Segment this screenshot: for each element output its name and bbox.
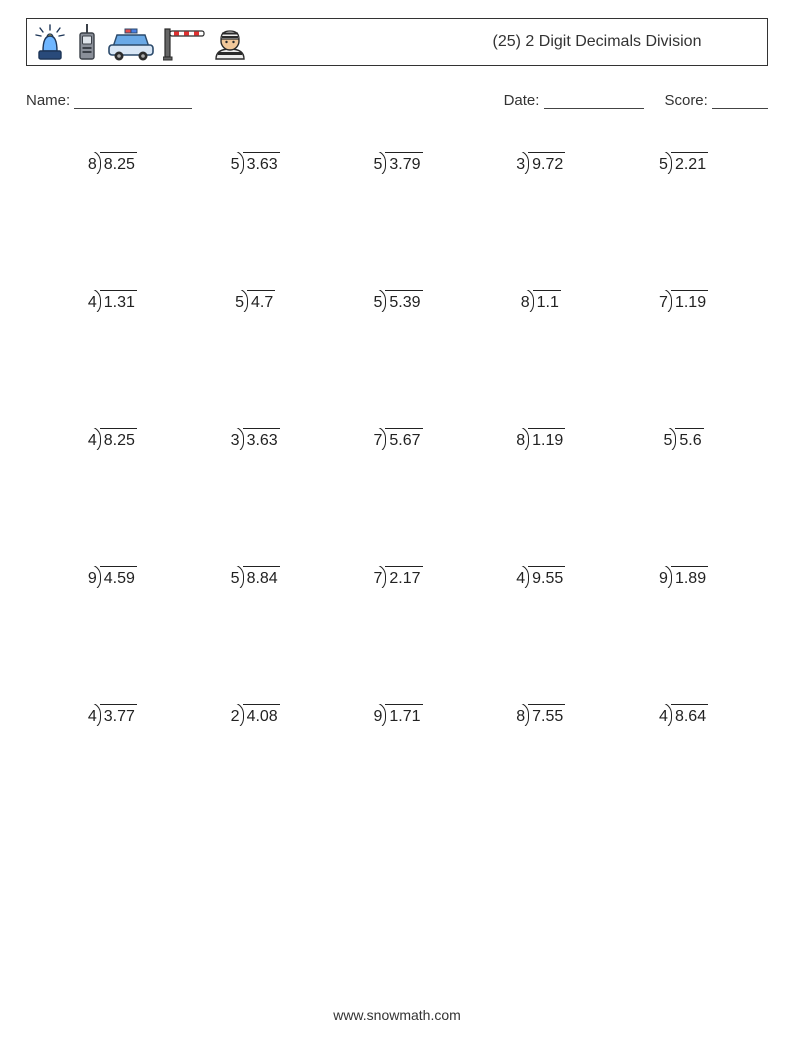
- division-problem: 87.55: [480, 704, 600, 734]
- long-division-bracket: 4.08: [240, 704, 278, 726]
- long-division-bracket: 3.63: [240, 428, 278, 450]
- header-icons: [33, 23, 247, 61]
- division-problem: 91.89: [623, 566, 743, 596]
- dividend: 5.39: [389, 294, 420, 311]
- walkie-talkie-icon: [75, 23, 99, 61]
- division-problem: 55.39: [337, 290, 457, 320]
- division-problem: 39.72: [480, 152, 600, 182]
- siren-icon: [33, 23, 67, 61]
- division-problem: 91.71: [337, 704, 457, 734]
- dividend: 8.84: [247, 570, 278, 587]
- long-division-bracket: 3.63: [240, 152, 278, 174]
- problems-row: 41.31 54.7 55.39 81.1 71.19: [40, 290, 754, 320]
- long-division-bracket: 5.39: [382, 290, 420, 312]
- worksheet-page: (25) 2 Digit Decimals Division Name: Dat…: [0, 0, 794, 1053]
- long-division-bracket: 3.79: [382, 152, 420, 174]
- prisoner-icon: [213, 25, 247, 61]
- footer-text: www.snowmath.com: [0, 1007, 794, 1023]
- header-box: (25) 2 Digit Decimals Division: [26, 18, 768, 66]
- name-blank: [74, 92, 192, 109]
- division-problem: 43.77: [51, 704, 171, 734]
- score-label: Score:: [664, 92, 707, 109]
- dividend: 8.64: [675, 708, 706, 725]
- long-division-bracket: 5.6: [672, 428, 701, 450]
- division-problem: 55.6: [623, 428, 743, 458]
- long-division-bracket: 1.19: [525, 428, 563, 450]
- division-problem: 58.84: [194, 566, 314, 596]
- name-label: Name:: [26, 92, 70, 109]
- division-problem: 41.31: [51, 290, 171, 320]
- division-problem: 48.25: [51, 428, 171, 458]
- long-division-bracket: 5.67: [382, 428, 420, 450]
- dividend: 4.59: [104, 570, 135, 587]
- division-problem: 53.63: [194, 152, 314, 182]
- dividend: 8.25: [104, 156, 135, 173]
- long-division-bracket: 1.19: [668, 290, 706, 312]
- dividend: 5.67: [389, 432, 420, 449]
- long-division-bracket: 8.25: [97, 428, 135, 450]
- dividend: 3.63: [247, 156, 278, 173]
- long-division-bracket: 1.89: [668, 566, 706, 588]
- dividend: 7.55: [532, 708, 563, 725]
- problems-row: 43.77 24.08 91.71 87.55 48.64: [40, 704, 754, 734]
- dividend: 3.63: [247, 432, 278, 449]
- division-problem: 54.7: [194, 290, 314, 320]
- dividend: 4.7: [251, 294, 273, 311]
- long-division-bracket: 9.72: [525, 152, 563, 174]
- dividend: 1.89: [675, 570, 706, 587]
- dividend: 5.6: [679, 432, 701, 449]
- info-row: Name: Date: Score:: [26, 92, 768, 109]
- division-problem: 52.21: [623, 152, 743, 182]
- long-division-bracket: 2.17: [382, 566, 420, 588]
- dividend: 8.25: [104, 432, 135, 449]
- division-problem: 48.64: [623, 704, 743, 734]
- dividend: 9.72: [532, 156, 563, 173]
- problems-row: 48.25 33.63 75.67 81.19 55.6: [40, 428, 754, 458]
- problems-row: 88.25 53.63 53.79 39.72 52.21: [40, 152, 754, 182]
- problems-grid: 88.25 53.63 53.79 39.72 52.21 41.31 54.7 55.39 8…: [40, 152, 754, 842]
- division-problem: 33.63: [194, 428, 314, 458]
- division-problem: 81.1: [480, 290, 600, 320]
- barrier-icon: [163, 23, 205, 61]
- police-car-icon: [107, 27, 155, 61]
- long-division-bracket: 1.71: [382, 704, 420, 726]
- long-division-bracket: 4.59: [97, 566, 135, 588]
- dividend: 2.17: [389, 570, 420, 587]
- dividend: 3.77: [104, 708, 135, 725]
- dividend: 3.79: [389, 156, 420, 173]
- dividend: 1.31: [104, 294, 135, 311]
- division-problem: 71.19: [623, 290, 743, 320]
- score-blank: [712, 92, 768, 109]
- dividend: 1.71: [389, 708, 420, 725]
- division-problem: 81.19: [480, 428, 600, 458]
- division-problem: 88.25: [51, 152, 171, 182]
- problems-row: 94.59 58.84 72.17 49.55 91.89: [40, 566, 754, 596]
- division-problem: 75.67: [337, 428, 457, 458]
- long-division-bracket: 1.1: [530, 290, 559, 312]
- dividend: 1.19: [532, 432, 563, 449]
- long-division-bracket: 7.55: [525, 704, 563, 726]
- long-division-bracket: 2.21: [668, 152, 706, 174]
- division-problem: 94.59: [51, 566, 171, 596]
- long-division-bracket: 8.25: [97, 152, 135, 174]
- division-problem: 72.17: [337, 566, 457, 596]
- division-problem: 24.08: [194, 704, 314, 734]
- date-blank: [544, 92, 644, 109]
- dividend: 1.19: [675, 294, 706, 311]
- long-division-bracket: 1.31: [97, 290, 135, 312]
- date-label: Date:: [504, 92, 540, 109]
- worksheet-title: (25) 2 Digit Decimals Division: [427, 19, 767, 65]
- dividend: 2.21: [675, 156, 706, 173]
- long-division-bracket: 4.7: [244, 290, 273, 312]
- dividend: 9.55: [532, 570, 563, 587]
- dividend: 1.1: [537, 294, 559, 311]
- division-problem: 49.55: [480, 566, 600, 596]
- long-division-bracket: 8.84: [240, 566, 278, 588]
- dividend: 4.08: [247, 708, 278, 725]
- long-division-bracket: 3.77: [97, 704, 135, 726]
- long-division-bracket: 9.55: [525, 566, 563, 588]
- long-division-bracket: 8.64: [668, 704, 706, 726]
- division-problem: 53.79: [337, 152, 457, 182]
